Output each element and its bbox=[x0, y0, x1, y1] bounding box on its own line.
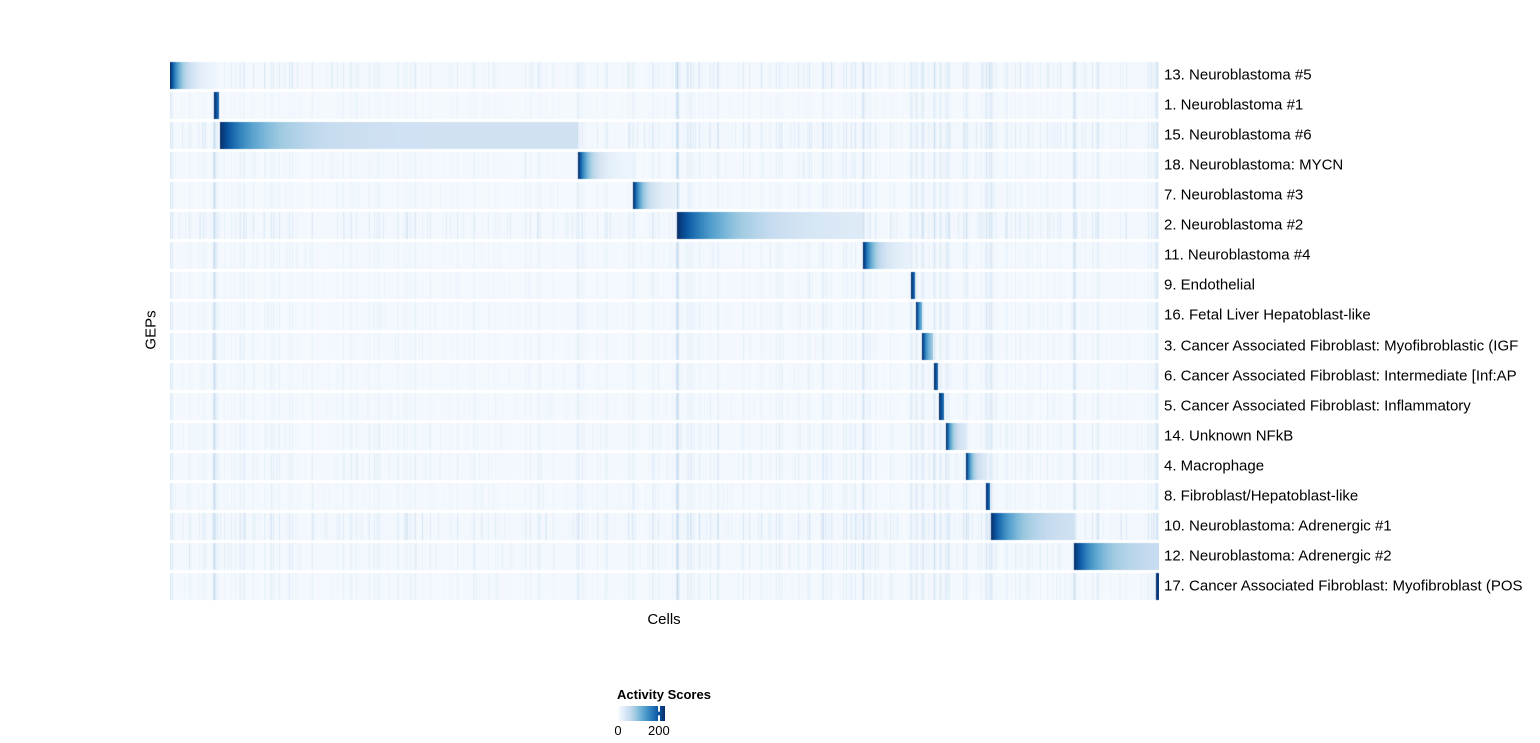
legend-tick-label-0: 0 bbox=[614, 723, 622, 738]
row-labels: 13. Neuroblastoma #5 1. Neuroblastoma #1 1… bbox=[1164, 60, 1540, 601]
heatmap-canvas bbox=[170, 60, 1159, 601]
legend-title: Activity Scores bbox=[617, 687, 711, 702]
legend-tick-label-200: 200 bbox=[648, 723, 670, 738]
row-label: 4. Macrophage bbox=[1164, 457, 1265, 475]
row-label: 15. Neuroblastoma #6 bbox=[1164, 126, 1312, 144]
row-label: 6. Cancer Associated Fibroblast: Interme… bbox=[1164, 367, 1517, 385]
row-label: 12. Neuroblastoma: Adrenergic #2 bbox=[1164, 547, 1392, 565]
row-label: 13. Neuroblastoma #5 bbox=[1164, 66, 1312, 84]
row-label: 11. Neuroblastoma #4 bbox=[1164, 246, 1311, 264]
row-label: 10. Neuroblastoma: Adrenergic #1 bbox=[1164, 517, 1392, 535]
row-label: 5. Cancer Associated Fibroblast: Inflamm… bbox=[1164, 397, 1471, 415]
row-label: 17. Cancer Associated Fibroblast: Myofib… bbox=[1164, 577, 1523, 595]
row-label: 7. Neuroblastoma #3 bbox=[1164, 186, 1304, 204]
row-label: 16. Fetal Liver Hepatoblast-like bbox=[1164, 306, 1371, 324]
row-label: 9. Endothelial bbox=[1164, 276, 1255, 294]
legend-tick-200 bbox=[657, 706, 660, 721]
row-label: 18. Neuroblastoma: MYCN bbox=[1164, 156, 1344, 174]
row-label: 3. Cancer Associated Fibroblast: Myofibr… bbox=[1164, 337, 1519, 355]
y-axis-label: GEPs bbox=[142, 310, 160, 350]
row-label: 14. Unknown NFkB bbox=[1164, 427, 1294, 445]
row-label: 1. Neuroblastoma #1 bbox=[1164, 96, 1304, 114]
x-axis-label: Cells bbox=[647, 611, 681, 628]
row-label: 2. Neuroblastoma #2 bbox=[1164, 216, 1304, 234]
legend-colorbar bbox=[618, 706, 665, 721]
row-label: 8. Fibroblast/Hepatoblast-like bbox=[1164, 487, 1359, 505]
